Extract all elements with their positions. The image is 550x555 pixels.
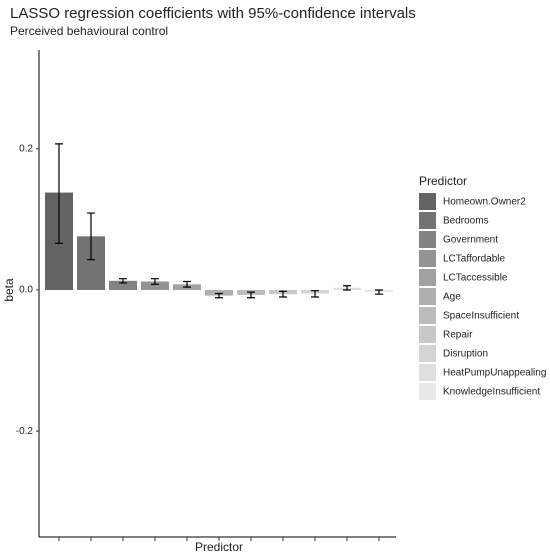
legend-title: Predictor	[419, 174, 467, 188]
chart-title: LASSO regression coefficients with 95%-c…	[10, 5, 416, 22]
legend-key	[419, 212, 436, 229]
error-bar	[183, 280, 191, 288]
bar	[141, 281, 169, 290]
error-bar	[87, 212, 95, 261]
error-bar	[151, 278, 159, 285]
legend-key	[419, 307, 436, 324]
legend-label: LCTaccessible	[443, 273, 508, 284]
legend-key	[419, 288, 436, 305]
legend-label: HeatPumpUnappealing	[443, 368, 546, 379]
legend-key	[419, 193, 436, 210]
legend-key	[419, 269, 436, 286]
error-bar	[279, 290, 287, 298]
legend-label: Disruption	[443, 349, 488, 360]
error-bar	[375, 289, 383, 295]
error-bar	[119, 278, 127, 284]
legend-label: KnowledgeInsufficient	[443, 387, 540, 398]
legend-key	[419, 326, 436, 343]
y-axis-label: beta	[2, 278, 16, 302]
x-axis-label: Predictor	[195, 540, 243, 554]
legend-label: LCTaffordable	[443, 254, 506, 265]
bar	[205, 289, 233, 296]
error-bar	[215, 292, 223, 299]
error-bar	[311, 290, 319, 298]
bar	[109, 280, 137, 290]
legend-key	[419, 383, 436, 400]
legend-key	[419, 231, 436, 248]
y-tick-label: 0.2	[19, 143, 33, 154]
legend-key	[419, 345, 436, 362]
error-bar	[55, 143, 63, 244]
chart-subtitle: Perceived behavioural control	[10, 24, 168, 38]
y-tick-label: -0.2	[16, 426, 34, 437]
legend-label: SpaceInsufficient	[443, 311, 519, 322]
legend-label: Homeown.Owner2	[443, 197, 526, 208]
legend-label: Repair	[443, 330, 473, 341]
legend-key	[419, 250, 436, 267]
error-bar	[247, 291, 255, 299]
legend-label: Government	[443, 235, 498, 246]
error-bar	[343, 285, 351, 291]
y-tick-label: 0.0	[19, 285, 33, 296]
legend-label: Age	[443, 292, 461, 303]
legend-label: Bedrooms	[443, 216, 489, 227]
legend-key	[419, 364, 436, 381]
